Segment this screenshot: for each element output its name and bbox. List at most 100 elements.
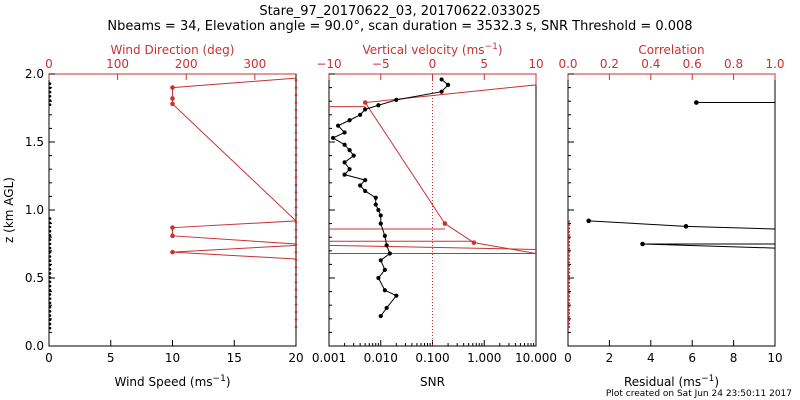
wind-speed-point [48,284,52,288]
snr-point [376,207,381,213]
wind-speed-point [48,238,52,241]
wind-direction-point [170,85,175,90]
wind-direction-edge-point [294,108,298,112]
wind-direction-edge-point [294,318,298,321]
wind-direction-edge-point [294,101,298,104]
correlation-point [567,281,571,284]
correlation-top-tick-label: 0.2 [600,57,619,71]
vertical-top-tick-label: 5 [480,57,488,71]
correlation-point [567,267,571,271]
correlation-point [567,250,571,254]
wind-speed-point [48,99,52,102]
correlation-point [567,237,571,240]
y-tick-label: 2.0 [25,67,44,81]
snr-point [382,267,387,272]
snr-point [382,233,387,238]
wind-top-tick-label: 300 [243,57,266,71]
wind-direction-edge-point [294,153,298,157]
wind-direction-edge-point [294,235,298,239]
wind-direction-edge-point [294,198,298,202]
vertical-bottom-tick-label: 0.001 [312,351,346,365]
vertical-bottom-tick-label: 10.000 [515,351,557,365]
snr-point [342,142,347,147]
wind-speed-point [48,103,52,107]
correlation-point [567,223,571,227]
wind-speed-point [48,288,52,292]
correlation-point [567,284,571,288]
correlation-point [567,240,571,244]
wind-top-tick-label: 0 [45,57,53,71]
correlation-point [567,305,571,308]
correlation-top-tick-label: 0.8 [724,57,743,71]
snr-point [358,183,363,188]
snr-point [378,258,383,263]
snr-point [378,213,383,218]
plot-footer: Plot created on Sat Jun 24 23:50:11 2017 [606,389,792,399]
wind-speed-point [48,242,52,246]
correlation-top-tick-label: 0.4 [641,57,660,71]
wind-speed-point [48,246,52,250]
wind-speed-point [48,305,52,309]
snr-point [351,153,356,158]
residual-segment [685,225,776,230]
wind-speed-point [48,86,52,90]
wind-direction-edge-point [294,325,298,329]
wind-direction-edge-point [294,131,298,134]
wind-bottom-tick-label: 15 [227,351,242,365]
snr-point [384,243,389,248]
wind-direction-edge-point [294,258,298,261]
vertical-top-tick-label: −10 [316,57,341,71]
snr-point [382,288,387,293]
snr-point [378,313,383,319]
wind-speed-point [48,322,52,326]
snr-point [376,275,381,281]
wind-direction-line [172,77,298,260]
wind-speed-point [48,280,52,284]
snr-point [394,97,399,102]
correlation-point [567,278,571,281]
snr-point [347,118,352,123]
wind-direction-edge-point [294,205,298,209]
snr-point [342,160,347,165]
wind-plot-frame [48,73,297,347]
wind-speed-point [48,250,52,254]
correlation-top-axis-label: Correlation [638,43,704,57]
wind-speed-point [48,95,52,98]
wind-direction-edge-point [294,243,298,246]
wind-direction-edge-point [294,161,298,164]
correlation-point [567,295,571,298]
snr-point [342,130,347,135]
wind-speed-point [48,326,52,330]
snr-point [358,112,363,117]
vertical-velocity-segment [328,244,537,250]
wind-speed-point [48,90,52,94]
snr-point [363,188,368,194]
snr-point [376,103,381,108]
correlation-bottom-tick-label: 2 [606,351,614,365]
wind-direction-point [170,101,175,107]
correlation-top-tick-label: 0.6 [683,57,702,71]
correlation-point [567,227,571,230]
residual-point [683,224,689,229]
snr-point [373,195,378,200]
correlation-point [567,220,571,223]
wind-speed-point [48,234,52,237]
wind-bottom-tick-label: 0 [45,351,53,365]
wind-speed-point [48,259,52,263]
correlation-point [567,288,571,291]
wind-speed-point [48,293,52,296]
wind-direction-point [170,249,175,255]
wind-direction-edge-point [294,213,298,217]
snr-point [336,123,341,128]
wind-speed-point [48,310,52,313]
correlation-point [567,261,571,264]
wind-direction-edge-point [294,250,298,254]
wind-speed-point [48,217,52,220]
snr-point [445,82,451,87]
correlation-bottom-tick-label: 4 [647,351,655,365]
wind-direction-edge-point [294,265,298,269]
wind-speed-point [48,229,52,233]
snr-point [439,77,444,82]
vertical-top-tick-label: 10 [528,57,543,71]
residual-point [694,100,699,105]
